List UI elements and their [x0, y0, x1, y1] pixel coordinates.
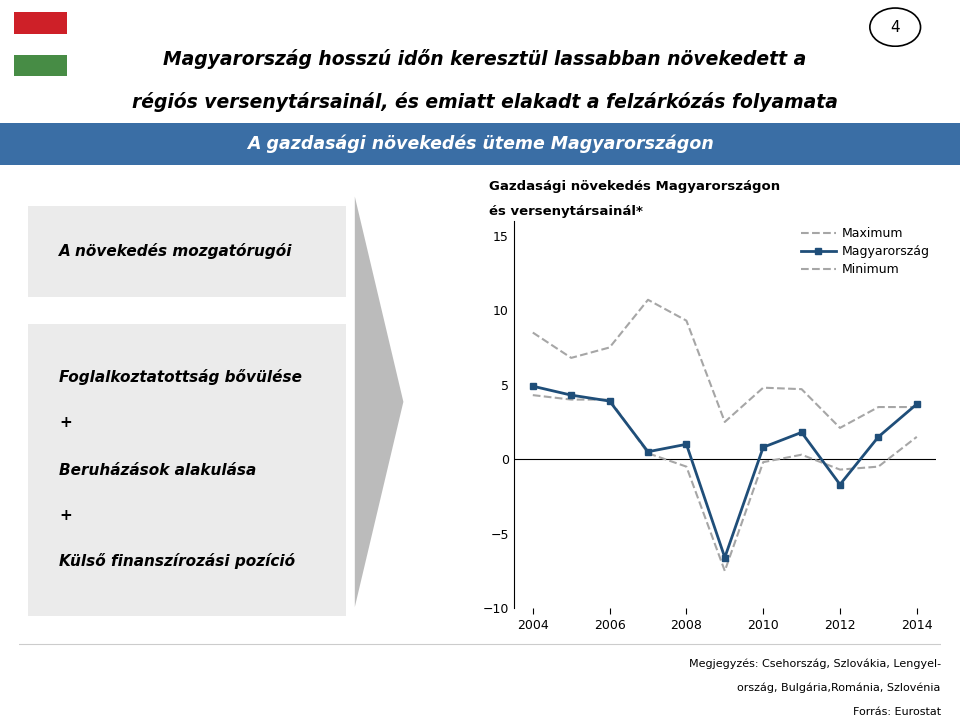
FancyBboxPatch shape [28, 206, 346, 297]
Maximum [834, 424, 846, 432]
Legend: Maximum, Magyarország, Minimum: Maximum, Magyarország, Minimum [801, 227, 929, 276]
Maximum [604, 343, 615, 352]
Magyarország [604, 397, 615, 405]
Maximum [642, 295, 654, 304]
Minimum [757, 458, 769, 466]
Magyarország [757, 443, 769, 452]
Text: régiós versenytársainál, és emiatt elakadt a felzárkózás folyamata: régiós versenytársainál, és emiatt elaka… [132, 93, 838, 112]
Magyarország [834, 480, 846, 489]
Maximum [911, 403, 923, 411]
Maximum [757, 383, 769, 392]
Maximum [719, 418, 731, 426]
Magyarország [719, 553, 731, 562]
Magyarország [873, 432, 884, 441]
Minimum [565, 395, 577, 404]
Magyarország [681, 440, 692, 449]
Text: Gazdasági növekedés Magyarországon: Gazdasági növekedés Magyarországon [490, 180, 780, 193]
Text: Forrás: Eurostat: Forrás: Eurostat [852, 707, 941, 717]
Maximum [681, 316, 692, 325]
Minimum [642, 449, 654, 458]
Text: Magyarország hosszú időn keresztül lassabban növekedett a: Magyarország hosszú időn keresztül lassa… [163, 49, 806, 69]
Text: és versenytársainál*: és versenytársainál* [490, 205, 643, 218]
Text: +: + [59, 415, 72, 429]
Maximum [796, 385, 807, 394]
Minimum [834, 466, 846, 474]
Polygon shape [355, 197, 403, 607]
Minimum [911, 432, 923, 441]
Bar [14, 55, 67, 76]
Text: ország, Bulgária,Románia, Szlovénia: ország, Bulgária,Románia, Szlovénia [737, 683, 941, 694]
Maximum [565, 353, 577, 362]
Line: Maximum: Maximum [533, 300, 917, 428]
Maximum [873, 403, 884, 411]
Magyarország [527, 382, 539, 390]
Minimum [719, 567, 731, 576]
Magyarország [565, 391, 577, 400]
Text: A gazdasági növekedés üteme Magyarországon: A gazdasági növekedés üteme Magyarország… [247, 135, 713, 153]
Bar [14, 12, 67, 33]
Minimum [796, 450, 807, 459]
Bar [14, 33, 67, 55]
Text: +: + [59, 508, 72, 523]
Minimum [873, 463, 884, 471]
Magyarország [796, 428, 807, 437]
Text: Külső finanszírozási pozíció: Külső finanszírozási pozíció [59, 552, 295, 569]
Minimum [681, 463, 692, 471]
Minimum [527, 391, 539, 400]
Line: Minimum: Minimum [533, 395, 917, 571]
Line: Magyarország: Magyarország [530, 383, 920, 560]
Minimum [604, 395, 615, 404]
Text: Foglalkoztatottság bővülése: Foglalkoztatottság bővülése [59, 369, 302, 385]
Text: Megjegyzés: Csehország, Szlovákia, Lengyel-: Megjegyzés: Csehország, Szlovákia, Lengy… [688, 659, 941, 670]
Maximum [527, 328, 539, 337]
Text: A növekedés mozgatórugói: A növekedés mozgatórugói [59, 243, 293, 259]
FancyBboxPatch shape [28, 324, 346, 616]
Magyarország [911, 400, 923, 408]
Magyarország [642, 447, 654, 456]
Text: Beruházások alakulása: Beruházások alakulása [59, 463, 256, 478]
Text: 4: 4 [890, 20, 900, 35]
Circle shape [870, 8, 921, 46]
